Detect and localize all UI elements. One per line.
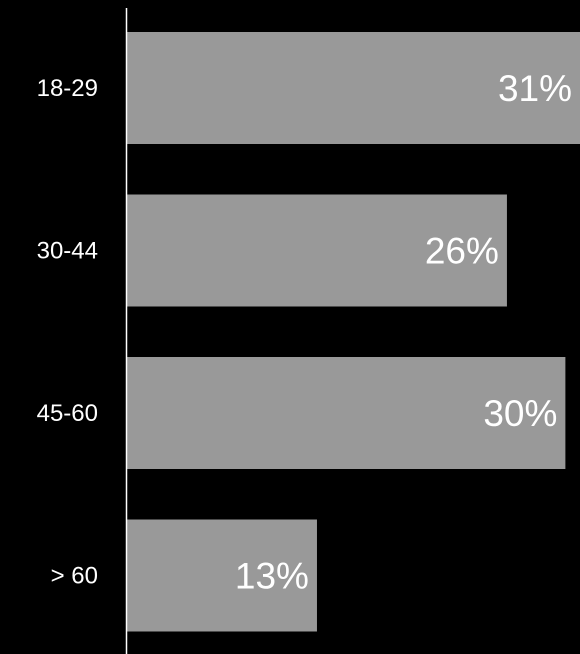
- category-label-1: 30-44: [37, 238, 98, 265]
- data-label-0: 31%: [498, 68, 572, 109]
- bar-1: [127, 194, 507, 307]
- data-label-1: 26%: [425, 231, 499, 272]
- bars-group: [127, 32, 580, 632]
- bar-3: [127, 519, 317, 632]
- category-label-0: 18-29: [37, 75, 98, 102]
- data-label-2: 30%: [483, 393, 557, 434]
- category-labels-group: 18-29 30-44 45-60 > 60: [37, 75, 98, 590]
- data-labels-group: 31% 26% 30% 13%: [235, 68, 572, 597]
- data-label-3: 13%: [235, 556, 309, 597]
- category-label-3: > 60: [51, 563, 98, 590]
- category-label-2: 45-60: [37, 400, 98, 427]
- bar-0: [127, 32, 580, 144]
- bar-2: [127, 357, 566, 469]
